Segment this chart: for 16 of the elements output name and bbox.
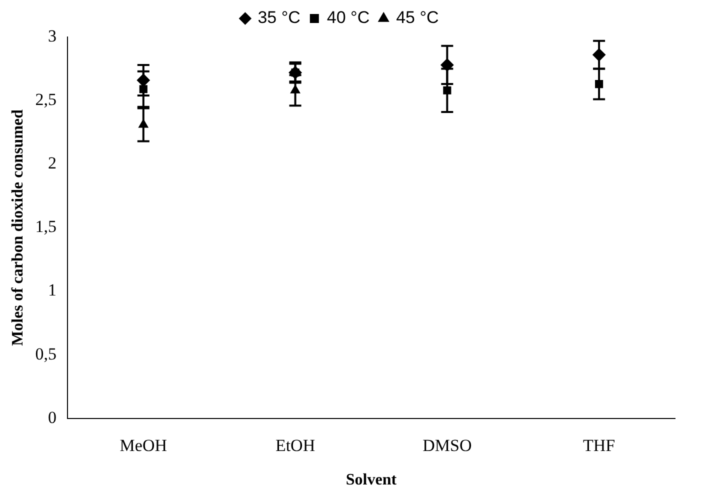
y-tick-label: 0 [48,408,56,427]
legend-label: 35 °C [258,8,300,28]
x-tick-label: DMSO [422,436,472,456]
x-tick-label: EtOH [275,436,316,456]
y-tick-label: 2,5 [35,90,56,110]
legend-label: 40 °C [326,8,370,28]
y-tick-label: 0,5 [35,344,56,364]
x-tick-label: THF [582,436,616,456]
y-tick-label: 3 [48,26,56,46]
y-tick-label: 2 [48,154,56,173]
y-axis-title: Moles of carbon dioxide consumed [10,109,27,346]
y-tick-label: 1,5 [35,217,56,236]
x-axis-title: Solvent [346,472,398,489]
legend-label: 45 °C [396,8,439,28]
x-tick-label: MeOH [120,436,168,456]
y-tick-label: 1 [48,280,56,300]
